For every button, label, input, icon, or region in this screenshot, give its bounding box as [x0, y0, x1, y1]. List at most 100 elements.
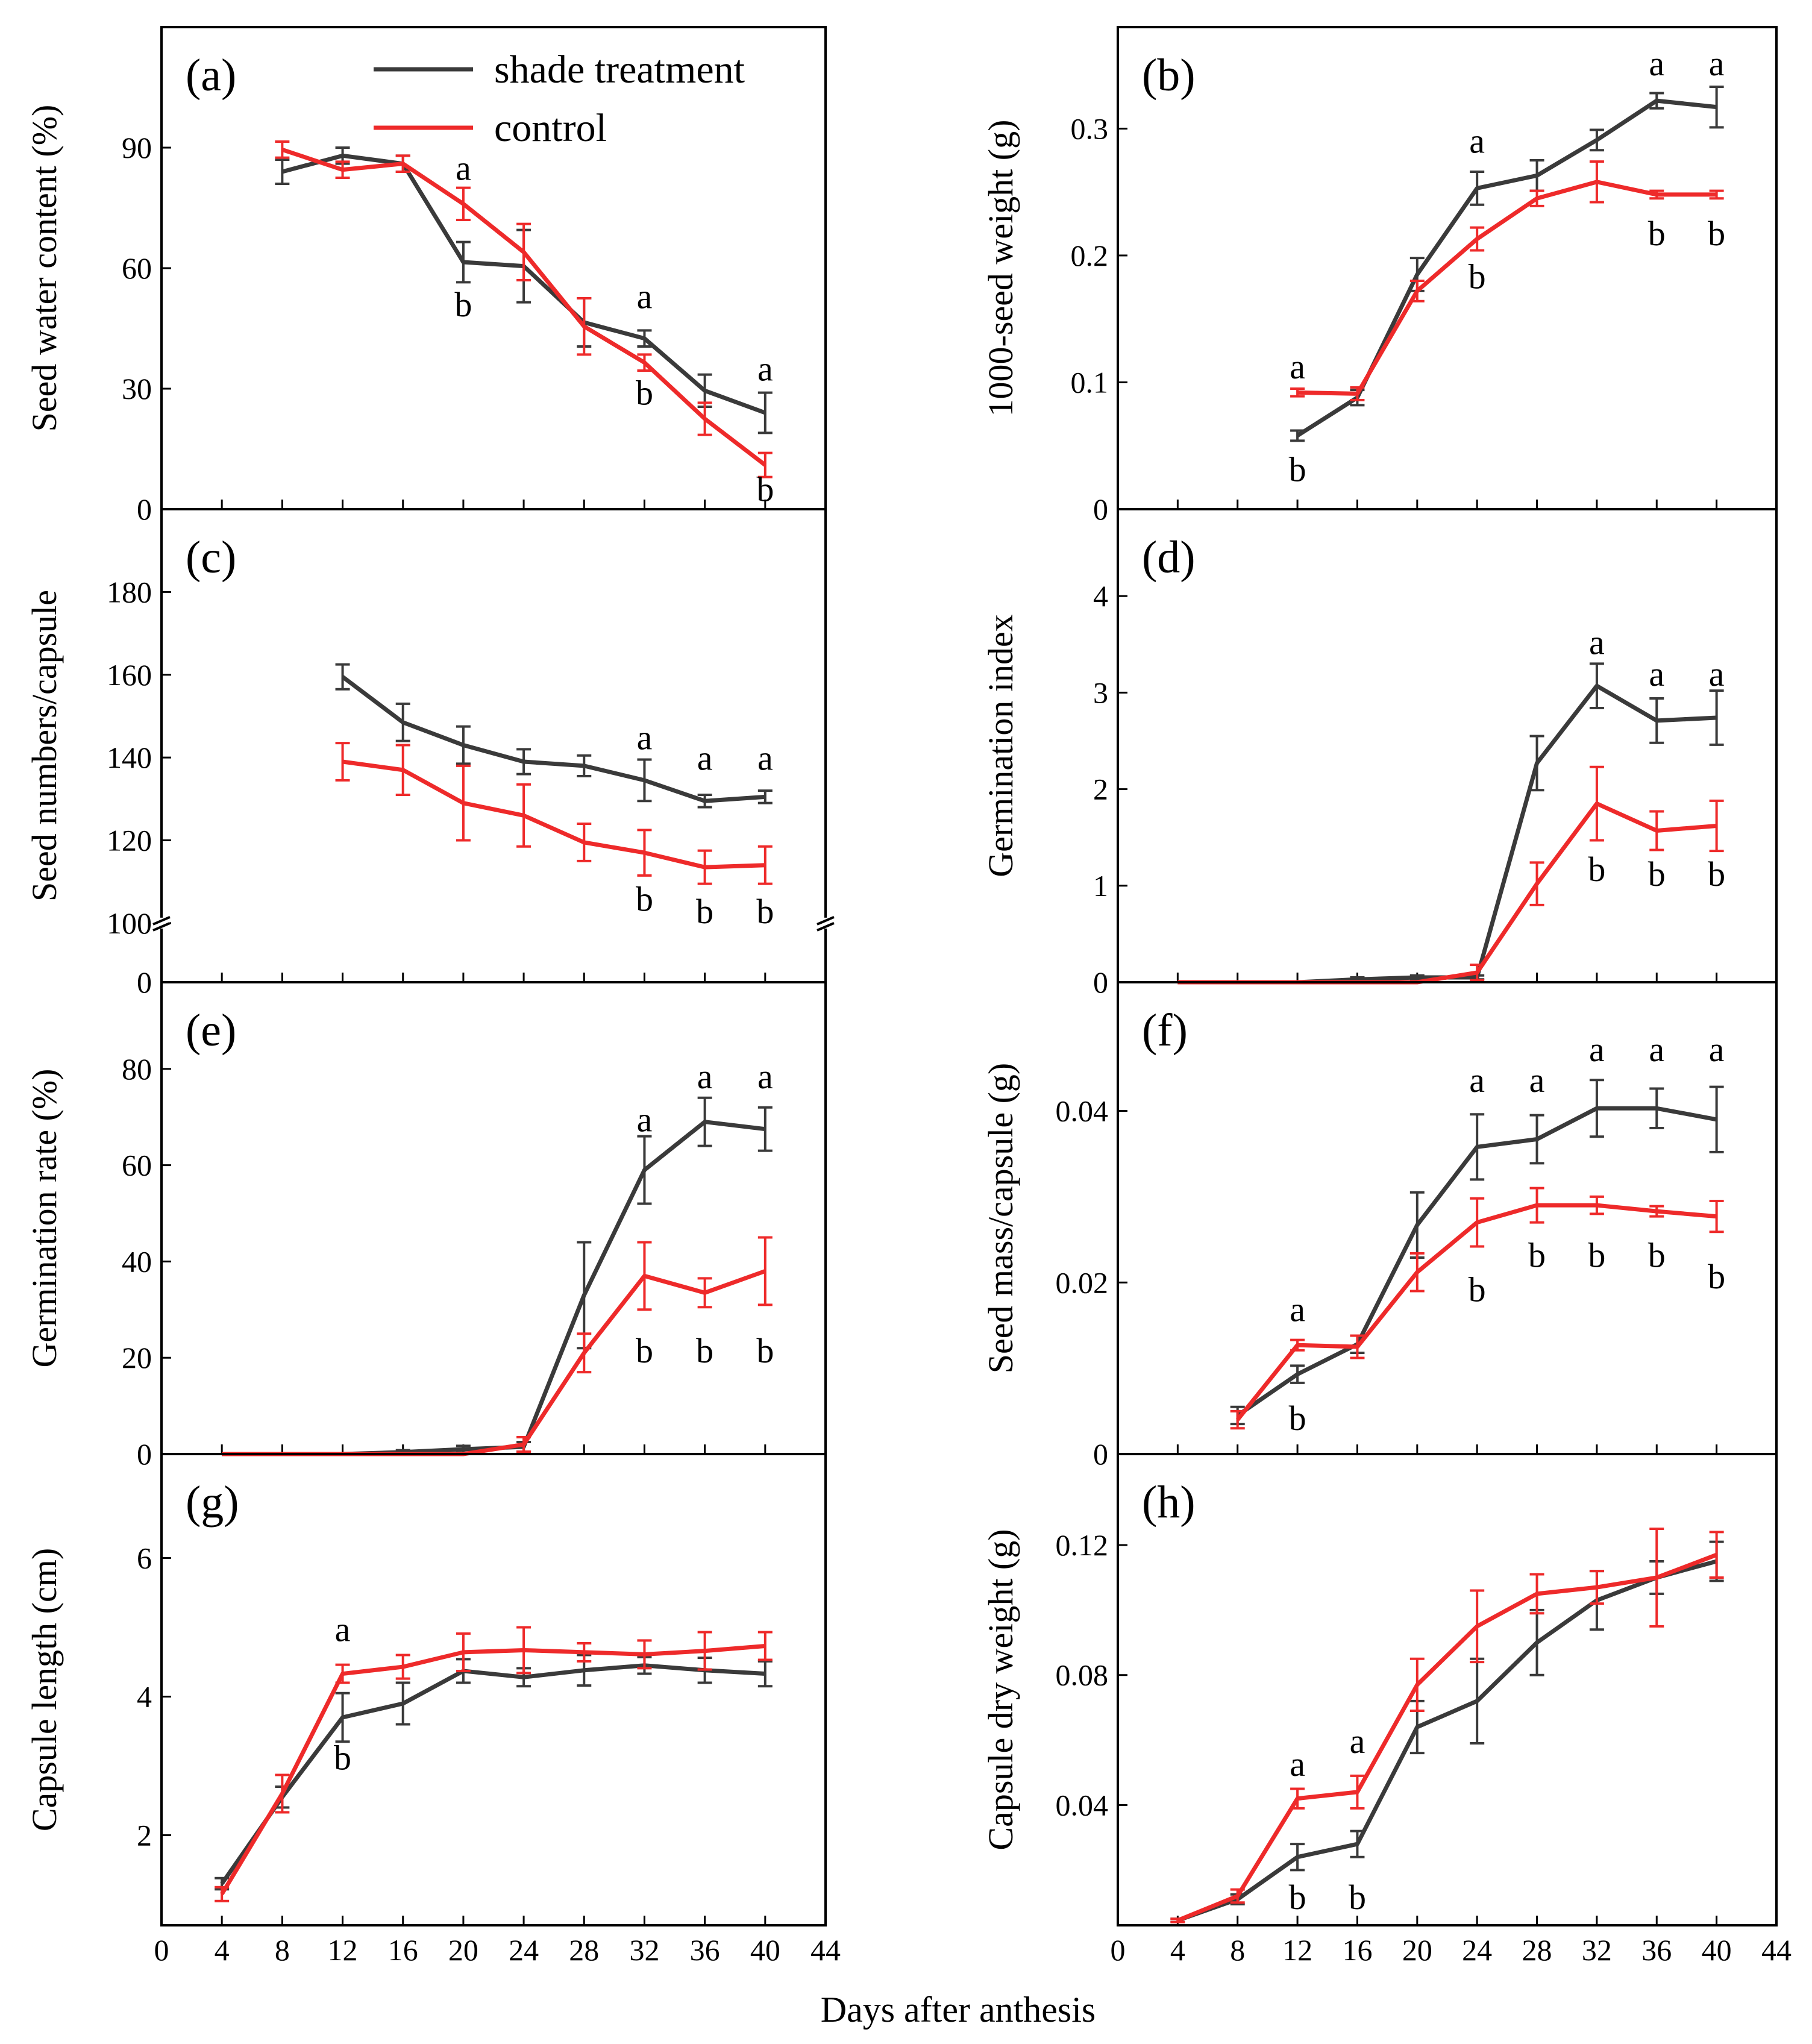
significance-letter: a — [1350, 1722, 1365, 1761]
y-axis-label: Seed numbers/capsule — [25, 590, 64, 901]
significance-letter: b — [1588, 850, 1605, 889]
x-tick-label: 40 — [1702, 1933, 1732, 1967]
y-tick-label: 0.04 — [1056, 1788, 1109, 1822]
y-tick-label: 80 — [122, 1052, 152, 1086]
y-axis-label: Capsule dry weight (g) — [981, 1529, 1020, 1850]
legend-label: control — [494, 106, 607, 150]
y-tick-label: 100 — [107, 906, 152, 940]
significance-letter: a — [1649, 1030, 1664, 1069]
axis-break-mark — [817, 916, 835, 926]
significance-letter: b — [1469, 257, 1486, 296]
series-line — [281, 148, 766, 467]
significance-letter: b — [1289, 1878, 1306, 1917]
y-tick-label: 0.1 — [1071, 365, 1109, 399]
significance-letter: b — [454, 285, 472, 324]
x-tick-label: 20 — [448, 1933, 478, 1967]
x-tick-label: 4 — [1170, 1933, 1185, 1967]
y-tick-label: 6 — [137, 1541, 152, 1575]
axis-break-mark — [152, 916, 171, 926]
panel-d: 0 1 2 3 4 Germination index (d) a b a b a b — [981, 508, 1778, 999]
significance-letter: b — [1289, 450, 1306, 489]
x-tick-label: 12 — [1282, 1933, 1312, 1967]
y-tick-label: 120 — [107, 824, 152, 857]
y-tick-label: 30 — [122, 372, 152, 406]
y-tick-label: 40 — [122, 1244, 152, 1278]
y-axis-label: Capsule length (cm) — [25, 1548, 64, 1831]
significance-letter: a — [1709, 1030, 1725, 1069]
series-line — [1297, 180, 1717, 396]
significance-letter: a — [637, 718, 653, 757]
panel-label: (c) — [186, 532, 236, 583]
panel-label: (b) — [1142, 50, 1196, 101]
x-tick-label: 24 — [1462, 1933, 1492, 1967]
significance-letter: a — [1709, 654, 1725, 694]
panel-h: 0 4 8 12 16 20 24 28 32 36 40 44 0.04 0.08 0.12 Capsule… — [981, 1453, 1792, 1967]
y-tick-label: 60 — [122, 1149, 152, 1182]
significance-letter: b — [756, 1331, 774, 1370]
y-axis-label: Seed mass/capsule (g) — [981, 1063, 1020, 1373]
x-tick-label: 32 — [1582, 1933, 1612, 1967]
significance-letter: a — [637, 277, 653, 316]
significance-letter: b — [636, 374, 653, 413]
significance-letter: a — [456, 148, 471, 187]
y-axis-label: Germination index — [981, 614, 1020, 877]
x-tick-label: 24 — [509, 1933, 539, 1967]
x-tick-label: 12 — [328, 1933, 358, 1967]
significance-letter: a — [1709, 44, 1725, 83]
series-line — [1177, 1552, 1717, 1923]
significance-letter: a — [335, 1610, 351, 1649]
y-tick-label: 4 — [137, 1680, 152, 1714]
x-tick-label: 28 — [569, 1933, 599, 1967]
y-axis-label: Germination rate (%) — [25, 1068, 64, 1367]
y-tick-label: 160 — [107, 658, 152, 692]
y-tick-label: 1 — [1093, 869, 1108, 903]
significance-letter: a — [1469, 1061, 1485, 1100]
y-axis-label: 1000-seed weight (g) — [981, 120, 1020, 417]
significance-letter: b — [696, 1331, 713, 1370]
y-tick-label: 0.3 — [1071, 111, 1109, 145]
y-tick-label: 0 — [137, 965, 152, 999]
y-tick-label: 2 — [137, 1819, 152, 1852]
panel-c: 0 100 120 140 160 180 Seed numbers/capsule (c) a… — [25, 508, 835, 999]
y-tick-label: 4 — [1093, 579, 1108, 613]
y-tick-label: 0.2 — [1071, 239, 1109, 272]
series-line — [220, 1663, 766, 1886]
y-tick-label: 0 — [1093, 1437, 1108, 1471]
x-tick-label: 8 — [275, 1933, 290, 1967]
panel-b: 0 0.1 0.2 0.3 1000-seed weight (g) (b) a b a b a b a… — [981, 26, 1778, 526]
y-tick-label: 0.12 — [1056, 1528, 1109, 1562]
significance-letter: b — [1588, 1236, 1605, 1275]
y-tick-label: 0.02 — [1056, 1265, 1109, 1299]
significance-letter: b — [1648, 1236, 1666, 1275]
significance-letter: b — [1289, 1399, 1306, 1438]
y-tick-label: 60 — [122, 251, 152, 285]
significance-letter: a — [1589, 622, 1605, 662]
series-line — [342, 759, 765, 870]
series-line — [1177, 801, 1717, 985]
significance-letter: a — [1290, 1745, 1305, 1784]
legend: shade treatment control — [374, 48, 745, 150]
x-tick-label: 36 — [1641, 1933, 1672, 1967]
x-tick-label: 44 — [1761, 1933, 1792, 1967]
significance-letter: b — [1349, 1878, 1366, 1917]
y-tick-label: 0 — [1093, 492, 1108, 526]
significance-letter: b — [1469, 1270, 1486, 1309]
significance-letter: a — [697, 1057, 713, 1096]
y-tick-label: 3 — [1093, 676, 1108, 709]
x-tick-label: 16 — [1342, 1933, 1372, 1967]
panel-label: (d) — [1142, 532, 1196, 583]
panel-label: (a) — [186, 50, 236, 101]
x-tick-label: 4 — [215, 1933, 230, 1967]
panel-label: (g) — [186, 1477, 239, 1528]
y-tick-label: 0.08 — [1056, 1658, 1109, 1692]
y-tick-label: 0 — [137, 492, 152, 526]
plot-frame — [160, 1453, 827, 1926]
significance-letter: a — [757, 350, 773, 389]
panel-a: 0 30 60 90 Seed water content (%) (a) a b a b a b sh… — [25, 26, 827, 526]
x-tick-label: 36 — [690, 1933, 720, 1967]
x-tick-label: 40 — [750, 1933, 780, 1967]
x-tick-label: 20 — [1402, 1933, 1432, 1967]
